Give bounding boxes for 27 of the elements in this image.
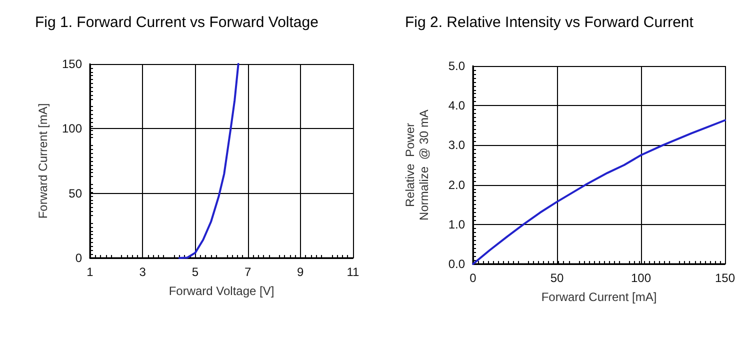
y-tick-label: 2.0 [448, 178, 466, 192]
x-tick-label: 7 [244, 265, 252, 279]
x-tick-label: 50 [550, 271, 564, 285]
y-tick-label: 5.0 [448, 59, 466, 73]
y-tick-label: 3.0 [448, 138, 466, 152]
y-tick-label: 150 [62, 57, 82, 71]
x-tick-label: 100 [630, 271, 652, 285]
x-tick-label: 150 [714, 271, 736, 285]
x-tick-label: 3 [139, 265, 146, 279]
y-tick-label: 0.0 [448, 257, 466, 271]
x-tick-label: 9 [297, 265, 304, 279]
y-tick-label: 4.0 [448, 98, 466, 113]
y-tick-label: 100 [62, 122, 82, 136]
chart-title: Fig 1. Forward Current vs Forward Voltage [35, 14, 318, 31]
y-tick-label: 1.0 [448, 217, 466, 232]
x-tick-label: 0 [470, 271, 477, 285]
x-axis-title: Forward Voltage [V] [168, 284, 274, 298]
x-axis-title: Forward Current [mA] [541, 290, 657, 304]
y-tick-label: 0 [75, 251, 82, 265]
y-tick-label: 50 [68, 186, 82, 200]
x-tick-label: 11 [346, 265, 360, 279]
x-tick-label: 5 [192, 265, 199, 279]
line-series [178, 63, 240, 259]
chart-title: Fig 2. Relative Intensity vs Forward Current [405, 14, 694, 31]
y-axis-title: Relative Power Normalize @ 30 mA [403, 110, 431, 220]
y-axis-title: Forward Current [mA] [36, 103, 50, 219]
x-tick-label: 1 [86, 265, 94, 279]
